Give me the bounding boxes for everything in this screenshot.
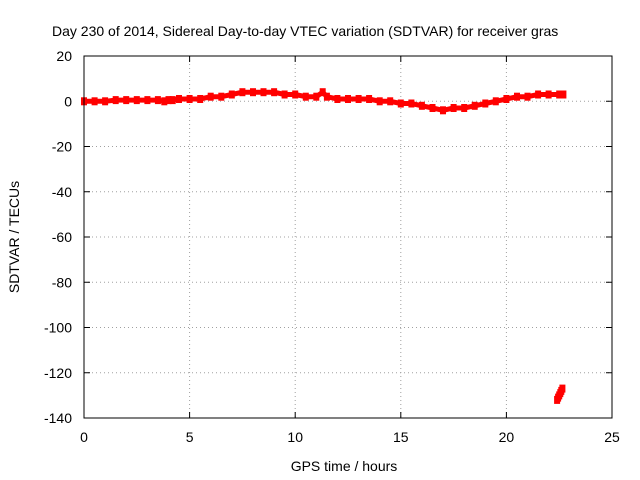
y-tick-label: 0 [64,93,72,109]
data-point-main [334,95,341,103]
data-point-main [313,92,320,101]
y-tick-label: -100 [44,320,72,336]
data-point-main [503,95,510,103]
y-axis-label: SDTVAR / TECUs [6,181,22,293]
x-tick-label: 0 [80,429,88,445]
data-point-main [197,95,204,103]
data-point-main [133,96,140,105]
data-point-main [397,99,404,108]
y-tick-label: -120 [44,365,72,381]
y-tick-label: 20 [56,48,72,64]
gridlines [84,56,612,418]
data-point-main [228,90,235,99]
data-point-main [492,97,499,106]
data-point-main [302,92,309,101]
data-point-main [323,92,330,101]
data-point-main [376,97,383,106]
data-point-main [560,90,567,99]
data-point-main [429,104,436,112]
data-point-main [556,90,563,99]
data-point-main [271,88,278,97]
data-point-main [165,96,172,105]
data-point-main [514,92,520,101]
y-tick-label: -140 [44,410,72,426]
data-point-main [440,106,446,115]
data-point-main [418,101,425,110]
data-point-main [112,96,119,105]
x-tick-label: 5 [186,429,194,445]
data-point-main [218,92,225,101]
data-point-main [292,90,299,99]
data-point-main [535,90,542,99]
data-point-main [186,95,193,103]
data-point-main [207,92,214,101]
data-point-main [239,88,246,97]
x-tick-label: 25 [604,429,620,445]
y-tick-label: -60 [52,229,72,245]
chart-title: Day 230 of 2014, Sidereal Day-to-day VTE… [52,23,558,39]
data-point-main [123,96,130,105]
y-tick-label: -20 [52,139,72,155]
data-point-main [144,96,151,105]
data-point-main [366,95,373,103]
x-tick-label: 15 [393,429,409,445]
plot-frame [83,55,613,419]
data-point-main [176,95,182,103]
data-point-main [355,95,362,103]
data-point-main [461,104,468,112]
data-point-main [102,97,109,106]
data-point-main [154,96,161,105]
data-point-main [471,101,478,110]
x-tick-label: 20 [499,429,515,445]
axis-ticks: 20 0 -20 -40 -60 -80 -100 -120 -140 0 5 10 15 20 25 [44,48,620,445]
data-point-main [281,90,288,99]
data-point-main [545,90,552,99]
y-tick-label: -80 [52,274,72,290]
y-tick-label: -40 [52,184,72,200]
data-point-main [250,88,256,97]
data-point-main [169,96,176,105]
data-point-main [260,88,267,97]
data-point-main [450,104,457,112]
data-point-main [161,97,168,106]
data-point-main [319,88,326,97]
data-points [81,88,567,404]
data-point-main [387,97,394,106]
data-point-outlier [559,384,566,393]
x-tick-label: 10 [287,429,303,445]
data-point-main [91,97,98,106]
data-point-main [524,92,531,101]
data-point-main [345,95,351,103]
data-point-main [408,99,415,108]
x-axis-label: GPS time / hours [291,458,398,474]
data-point-main [482,99,489,108]
